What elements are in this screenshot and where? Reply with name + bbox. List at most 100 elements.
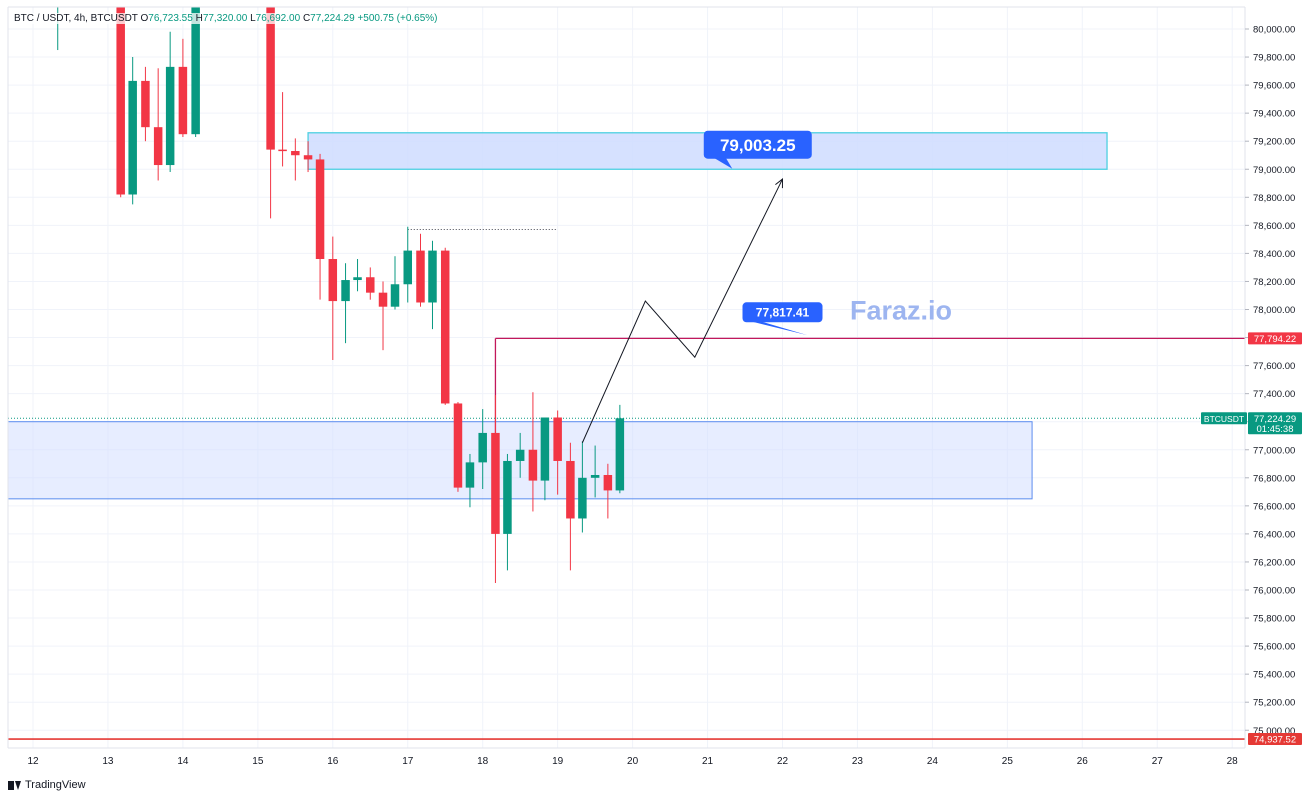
- tradingview-logo-icon: [8, 780, 22, 790]
- candle: [303, 141, 313, 173]
- candle: [453, 402, 463, 492]
- candle-body: [353, 277, 362, 281]
- y-tick-label: 78,400.00: [1253, 249, 1295, 260]
- axes: 75,000.00 75,200.00 75,400.00 75,600.00 75,8…: [7, 6, 1302, 767]
- callout-box: [703, 130, 812, 159]
- y-tick-label: 78,200.00: [1253, 277, 1295, 288]
- candle: [178, 38, 188, 137]
- candle-body: [191, 7, 200, 135]
- y-tick-label: 75,600.00: [1253, 642, 1295, 653]
- price-badge-label: 77,224.29: [1254, 414, 1296, 425]
- symbol-tag-label: BTCUSDT: [1204, 414, 1244, 424]
- x-tick-label: 15: [252, 756, 264, 767]
- plot-area: 79,003.25 77,817.41 Faraz.io: [8, 7, 1245, 740]
- candle-body: [465, 462, 475, 488]
- candle-body: [165, 66, 175, 166]
- watermark-text: Faraz.io: [850, 296, 952, 326]
- candle: [165, 31, 175, 173]
- candle: [416, 233, 425, 307]
- y-tick-label: 76,800.00: [1253, 473, 1295, 484]
- last-price-symbol-tag: BTCUSDT: [1201, 412, 1247, 425]
- tradingview-brand[interactable]: TradingView: [8, 779, 86, 791]
- resistance-callout: 77,817.41: [742, 302, 823, 336]
- candle-body: [503, 460, 512, 534]
- price-badge-box: [1248, 332, 1302, 345]
- callout-pointer: [750, 321, 808, 336]
- y-tick-label: 79,600.00: [1253, 81, 1295, 92]
- candle-body: [141, 80, 150, 128]
- open-label: O: [140, 13, 149, 24]
- candle: [328, 236, 338, 360]
- x-tick-label: 21: [702, 756, 714, 767]
- open-value: 76,723.55: [148, 13, 193, 24]
- candle: [428, 240, 437, 330]
- price-badge-box: [1248, 733, 1302, 746]
- x-tick-label: 16: [327, 756, 339, 767]
- y-tick-label: 78,800.00: [1253, 193, 1295, 204]
- y-tick-label: 77,000.00: [1253, 445, 1295, 456]
- price-badge-label: 74,937.52: [1254, 735, 1296, 746]
- close-value: 77,224.29: [310, 13, 355, 24]
- x-tick-label: 25: [1002, 756, 1014, 767]
- y-tick-label: 75,200.00: [1253, 698, 1295, 709]
- y-tick-label: 77,600.00: [1253, 361, 1295, 372]
- high-value: 77,320.00: [202, 13, 248, 24]
- y-tick-label: 76,600.00: [1253, 501, 1295, 512]
- candle-body: [590, 474, 600, 478]
- candle: [528, 392, 538, 512]
- candle-body: [178, 66, 188, 135]
- candle-body: [403, 250, 412, 285]
- candle-body: [153, 127, 163, 166]
- candle: [141, 66, 150, 142]
- x-tick-label: 17: [402, 756, 414, 767]
- candle: [590, 445, 600, 498]
- candle: [553, 410, 562, 495]
- target-callout: 79,003.25: [703, 130, 812, 169]
- x-tick-label: 26: [1077, 756, 1089, 767]
- symbol-title: BTC / USDT, 4h, BTCUSDT: [14, 13, 138, 24]
- candle-body: [478, 432, 487, 463]
- candle-body: [291, 151, 300, 156]
- candle: [540, 417, 550, 501]
- candle-body: [566, 460, 575, 519]
- x-tick-label: 22: [777, 756, 789, 767]
- candle-body: [528, 449, 538, 481]
- candle: [315, 153, 325, 300]
- brand-label: TradingView: [25, 779, 86, 791]
- symbol-tag-box: [1201, 412, 1247, 425]
- candle: [615, 404, 625, 494]
- candle-body: [341, 280, 350, 302]
- y-tick-label: 76,400.00: [1253, 529, 1295, 540]
- low-label: L: [250, 13, 256, 24]
- candle: [366, 267, 375, 300]
- candle: [478, 409, 487, 490]
- candle-body: [428, 250, 437, 303]
- y-tick-label: 75,800.00: [1253, 614, 1295, 625]
- price-badge-box: [1248, 412, 1302, 435]
- candle-body: [440, 250, 450, 404]
- candle: [578, 441, 587, 533]
- candle-body: [266, 7, 275, 150]
- candle: [191, 7, 200, 137]
- symbol-legend: BTC / USDT, 4h, BTCUSDT O76,723.55 H77,3…: [14, 13, 438, 24]
- callout-pointer: [713, 157, 733, 169]
- x-tick-label: 24: [927, 756, 939, 767]
- candle-body: [303, 155, 313, 160]
- candle-body: [378, 292, 388, 307]
- candle: [291, 138, 300, 181]
- candle-body: [366, 277, 375, 293]
- close-label: C: [302, 13, 311, 24]
- y-tick-label: 77,400.00: [1253, 389, 1295, 400]
- candle-body: [315, 159, 325, 260]
- candle: [341, 263, 350, 344]
- candle-body: [515, 449, 525, 461]
- price-badge-countdown: 01:45:38: [1257, 424, 1294, 435]
- candle-body: [553, 417, 562, 461]
- y-tick-label: 79,400.00: [1253, 109, 1295, 120]
- x-tick-label: 20: [627, 756, 639, 767]
- candle: [266, 7, 275, 219]
- low-value: 76,692.00: [255, 13, 301, 24]
- support-price-badge: 74,937.52: [1248, 733, 1302, 746]
